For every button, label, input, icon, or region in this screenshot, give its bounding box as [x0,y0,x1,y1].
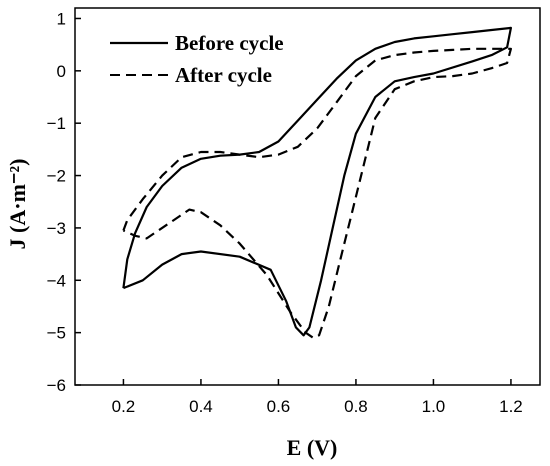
x-tick-label: 0.8 [344,397,368,416]
y-tick-label: −5 [47,324,66,343]
y-tick-label: −1 [47,114,66,133]
y-tick-label: −2 [47,167,66,186]
axes: 0.2 0.4 0.6 0.8 1.0 1.2 1 0 −1 −2 −3 −4 −5 −6 [47,7,541,416]
legend-label-after: After cycle [175,63,272,87]
x-tick-label: 1.2 [499,397,523,416]
series-line-after-cycle [122,47,512,339]
y-tick-label: 0 [57,62,66,81]
legend: Before cycle After cycle [110,31,284,87]
x-tick-label: 0.4 [189,397,213,416]
y-axis-title: J (A·m⁻²) [5,159,30,250]
y-tick-label: −6 [47,376,66,395]
y-tick-label: 1 [57,9,66,28]
plot-frame [74,7,541,386]
legend-label-before: Before cycle [175,31,284,55]
x-tick-label: 0.6 [267,397,291,416]
x-axis-title: E (V) [287,435,338,460]
x-tick-label: 0.2 [112,397,136,416]
x-tick-label: 1.0 [422,397,446,416]
plot-area [122,26,512,339]
y-tick-label: −3 [47,219,66,238]
y-tick-label: −4 [47,271,66,290]
